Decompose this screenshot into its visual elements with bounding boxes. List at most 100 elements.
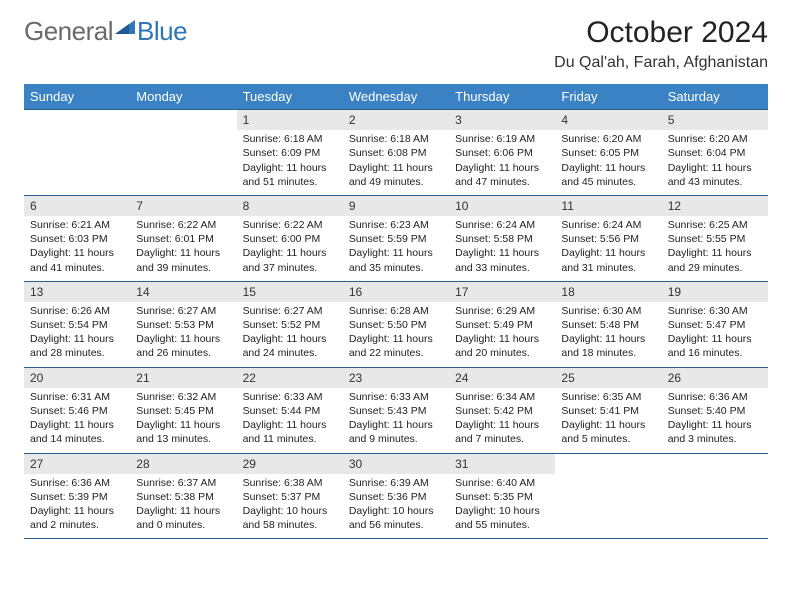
calendar-day-cell: 25Sunrise: 6:35 AMSunset: 5:41 PMDayligh…	[555, 367, 661, 453]
day-details: Sunrise: 6:27 AMSunset: 5:53 PMDaylight:…	[130, 302, 236, 367]
calendar-day-cell: 20Sunrise: 6:31 AMSunset: 5:46 PMDayligh…	[24, 367, 130, 453]
day-number: 9	[343, 196, 449, 216]
day-number: 13	[24, 282, 130, 302]
calendar-day-cell: 31Sunrise: 6:40 AMSunset: 5:35 PMDayligh…	[449, 453, 555, 539]
day-number: 15	[237, 282, 343, 302]
day-number: 6	[24, 196, 130, 216]
day-details: Sunrise: 6:36 AMSunset: 5:40 PMDaylight:…	[662, 388, 768, 453]
calendar-day-cell: 15Sunrise: 6:27 AMSunset: 5:52 PMDayligh…	[237, 281, 343, 367]
calendar-week-row: 1Sunrise: 6:18 AMSunset: 6:09 PMDaylight…	[24, 110, 768, 196]
calendar-empty-cell	[130, 110, 236, 196]
weekday-col-sunday: Sunday	[24, 84, 130, 110]
calendar-day-cell: 16Sunrise: 6:28 AMSunset: 5:50 PMDayligh…	[343, 281, 449, 367]
day-number: 18	[555, 282, 661, 302]
day-number: 25	[555, 368, 661, 388]
day-number: 4	[555, 110, 661, 130]
day-number: 31	[449, 454, 555, 474]
calendar-day-cell: 19Sunrise: 6:30 AMSunset: 5:47 PMDayligh…	[662, 281, 768, 367]
day-number: 3	[449, 110, 555, 130]
calendar-empty-cell	[24, 110, 130, 196]
day-number: 5	[662, 110, 768, 130]
calendar-day-cell: 10Sunrise: 6:24 AMSunset: 5:58 PMDayligh…	[449, 195, 555, 281]
day-number: 14	[130, 282, 236, 302]
day-number: 16	[343, 282, 449, 302]
day-details: Sunrise: 6:28 AMSunset: 5:50 PMDaylight:…	[343, 302, 449, 367]
calendar-day-cell: 11Sunrise: 6:24 AMSunset: 5:56 PMDayligh…	[555, 195, 661, 281]
day-number: 26	[662, 368, 768, 388]
day-details: Sunrise: 6:33 AMSunset: 5:44 PMDaylight:…	[237, 388, 343, 453]
day-details: Sunrise: 6:26 AMSunset: 5:54 PMDaylight:…	[24, 302, 130, 367]
day-details: Sunrise: 6:27 AMSunset: 5:52 PMDaylight:…	[237, 302, 343, 367]
calendar-day-cell: 17Sunrise: 6:29 AMSunset: 5:49 PMDayligh…	[449, 281, 555, 367]
day-details: Sunrise: 6:31 AMSunset: 5:46 PMDaylight:…	[24, 388, 130, 453]
calendar-day-cell: 27Sunrise: 6:36 AMSunset: 5:39 PMDayligh…	[24, 453, 130, 539]
calendar-day-cell: 13Sunrise: 6:26 AMSunset: 5:54 PMDayligh…	[24, 281, 130, 367]
weekday-col-tuesday: Tuesday	[237, 84, 343, 110]
calendar-day-cell: 28Sunrise: 6:37 AMSunset: 5:38 PMDayligh…	[130, 453, 236, 539]
day-details: Sunrise: 6:23 AMSunset: 5:59 PMDaylight:…	[343, 216, 449, 281]
day-number: 17	[449, 282, 555, 302]
day-details: Sunrise: 6:39 AMSunset: 5:36 PMDaylight:…	[343, 474, 449, 539]
calendar-day-cell: 4Sunrise: 6:20 AMSunset: 6:05 PMDaylight…	[555, 110, 661, 196]
calendar-week-row: 20Sunrise: 6:31 AMSunset: 5:46 PMDayligh…	[24, 367, 768, 453]
calendar-empty-cell	[662, 453, 768, 539]
day-details: Sunrise: 6:25 AMSunset: 5:55 PMDaylight:…	[662, 216, 768, 281]
calendar-day-cell: 6Sunrise: 6:21 AMSunset: 6:03 PMDaylight…	[24, 195, 130, 281]
day-number: 23	[343, 368, 449, 388]
calendar-day-cell: 3Sunrise: 6:19 AMSunset: 6:06 PMDaylight…	[449, 110, 555, 196]
day-details: Sunrise: 6:37 AMSunset: 5:38 PMDaylight:…	[130, 474, 236, 539]
calendar-day-cell: 1Sunrise: 6:18 AMSunset: 6:09 PMDaylight…	[237, 110, 343, 196]
calendar-day-cell: 18Sunrise: 6:30 AMSunset: 5:48 PMDayligh…	[555, 281, 661, 367]
calendar-day-cell: 14Sunrise: 6:27 AMSunset: 5:53 PMDayligh…	[130, 281, 236, 367]
brand-general-text: General	[24, 16, 113, 47]
day-details: Sunrise: 6:40 AMSunset: 5:35 PMDaylight:…	[449, 474, 555, 539]
day-number: 7	[130, 196, 236, 216]
day-details: Sunrise: 6:24 AMSunset: 5:58 PMDaylight:…	[449, 216, 555, 281]
day-details: Sunrise: 6:20 AMSunset: 6:05 PMDaylight:…	[555, 130, 661, 195]
day-number: 29	[237, 454, 343, 474]
calendar-day-cell: 23Sunrise: 6:33 AMSunset: 5:43 PMDayligh…	[343, 367, 449, 453]
calendar-day-cell: 5Sunrise: 6:20 AMSunset: 6:04 PMDaylight…	[662, 110, 768, 196]
weekday-col-monday: Monday	[130, 84, 236, 110]
weekday-header-row: SundayMondayTuesdayWednesdayThursdayFrid…	[24, 84, 768, 110]
calendar-day-cell: 24Sunrise: 6:34 AMSunset: 5:42 PMDayligh…	[449, 367, 555, 453]
day-details: Sunrise: 6:38 AMSunset: 5:37 PMDaylight:…	[237, 474, 343, 539]
calendar-day-cell: 22Sunrise: 6:33 AMSunset: 5:44 PMDayligh…	[237, 367, 343, 453]
day-number: 30	[343, 454, 449, 474]
day-number: 21	[130, 368, 236, 388]
day-details: Sunrise: 6:35 AMSunset: 5:41 PMDaylight:…	[555, 388, 661, 453]
day-number: 2	[343, 110, 449, 130]
day-details: Sunrise: 6:32 AMSunset: 5:45 PMDaylight:…	[130, 388, 236, 453]
day-details: Sunrise: 6:34 AMSunset: 5:42 PMDaylight:…	[449, 388, 555, 453]
day-details: Sunrise: 6:18 AMSunset: 6:09 PMDaylight:…	[237, 130, 343, 195]
brand-logo: General Blue	[24, 16, 187, 47]
day-number: 19	[662, 282, 768, 302]
weekday-col-friday: Friday	[555, 84, 661, 110]
day-details: Sunrise: 6:24 AMSunset: 5:56 PMDaylight:…	[555, 216, 661, 281]
day-details: Sunrise: 6:19 AMSunset: 6:06 PMDaylight:…	[449, 130, 555, 195]
calendar-day-cell: 29Sunrise: 6:38 AMSunset: 5:37 PMDayligh…	[237, 453, 343, 539]
brand-triangle-icon	[115, 18, 135, 34]
location-text: Du Qal'ah, Farah, Afghanistan	[554, 54, 768, 72]
day-details: Sunrise: 6:22 AMSunset: 6:00 PMDaylight:…	[237, 216, 343, 281]
brand-blue-text: Blue	[137, 16, 187, 47]
day-details: Sunrise: 6:30 AMSunset: 5:47 PMDaylight:…	[662, 302, 768, 367]
calendar-table: SundayMondayTuesdayWednesdayThursdayFrid…	[24, 84, 768, 539]
day-number: 12	[662, 196, 768, 216]
calendar-day-cell: 30Sunrise: 6:39 AMSunset: 5:36 PMDayligh…	[343, 453, 449, 539]
day-number: 1	[237, 110, 343, 130]
calendar-day-cell: 9Sunrise: 6:23 AMSunset: 5:59 PMDaylight…	[343, 195, 449, 281]
calendar-empty-cell	[555, 453, 661, 539]
page-header: General Blue October 2024 Du Qal'ah, Far…	[24, 16, 768, 72]
day-details: Sunrise: 6:21 AMSunset: 6:03 PMDaylight:…	[24, 216, 130, 281]
calendar-day-cell: 26Sunrise: 6:36 AMSunset: 5:40 PMDayligh…	[662, 367, 768, 453]
weekday-col-saturday: Saturday	[662, 84, 768, 110]
day-number: 27	[24, 454, 130, 474]
day-number: 20	[24, 368, 130, 388]
calendar-week-row: 27Sunrise: 6:36 AMSunset: 5:39 PMDayligh…	[24, 453, 768, 539]
day-number: 8	[237, 196, 343, 216]
month-title: October 2024	[554, 16, 768, 50]
day-details: Sunrise: 6:29 AMSunset: 5:49 PMDaylight:…	[449, 302, 555, 367]
day-details: Sunrise: 6:36 AMSunset: 5:39 PMDaylight:…	[24, 474, 130, 539]
day-details: Sunrise: 6:33 AMSunset: 5:43 PMDaylight:…	[343, 388, 449, 453]
